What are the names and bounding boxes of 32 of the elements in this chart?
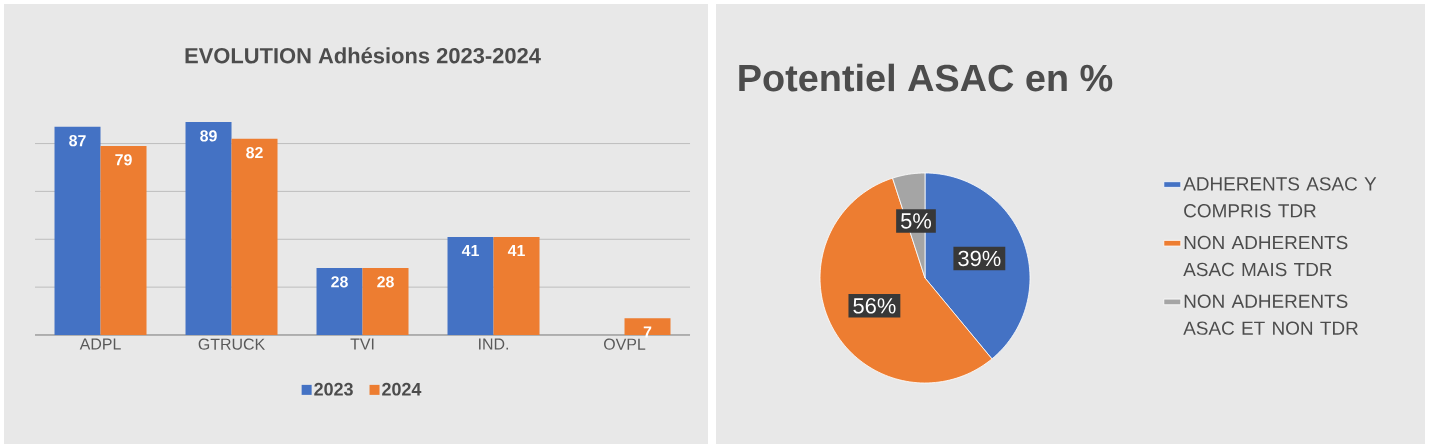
data-label: 28 [377, 276, 394, 288]
bar [493, 236, 540, 335]
data-label: 5% [901, 213, 932, 229]
bar [54, 126, 101, 335]
data-label: 41 [507, 245, 525, 257]
chart-title: Potentiel ASAC en % [739, 63, 1113, 92]
x-tick-label: GTRUCK [198, 338, 265, 350]
x-tick-label: IND. [479, 338, 508, 350]
x-tick-label: ADPL [79, 338, 121, 350]
x-tick-label: TVI [350, 338, 374, 350]
bar [100, 145, 147, 335]
data-label: 56% [853, 298, 896, 314]
legend-label: NON ADHERENTS ASAC ET NON TDR [1183, 294, 1358, 335]
data-label: 82 [246, 146, 263, 159]
data-label: 39% [958, 250, 1001, 267]
legend-label: ADHERENTS ASAC Y COMPRIS TDR [1183, 177, 1377, 218]
bar [447, 236, 494, 335]
bar [316, 267, 363, 335]
legend-label: NON ADHERENTS ASAC MAIS TDR [1183, 235, 1348, 277]
data-label: 28 [331, 276, 348, 288]
legend-label: 2023 [314, 382, 353, 396]
data-label: 89 [200, 130, 217, 142]
data-label: 41 [461, 245, 479, 257]
data-label: 7 [643, 326, 652, 338]
data-label: 87 [69, 135, 86, 147]
legend-label: 2024 [382, 382, 422, 396]
bar [185, 122, 232, 335]
bar [231, 138, 278, 335]
chart-title: EVOLUTION Adhésions 2023-2024 [185, 47, 541, 64]
x-tick-label: OVPL [604, 338, 646, 350]
data-label: 79 [115, 154, 132, 166]
bar [362, 267, 409, 335]
